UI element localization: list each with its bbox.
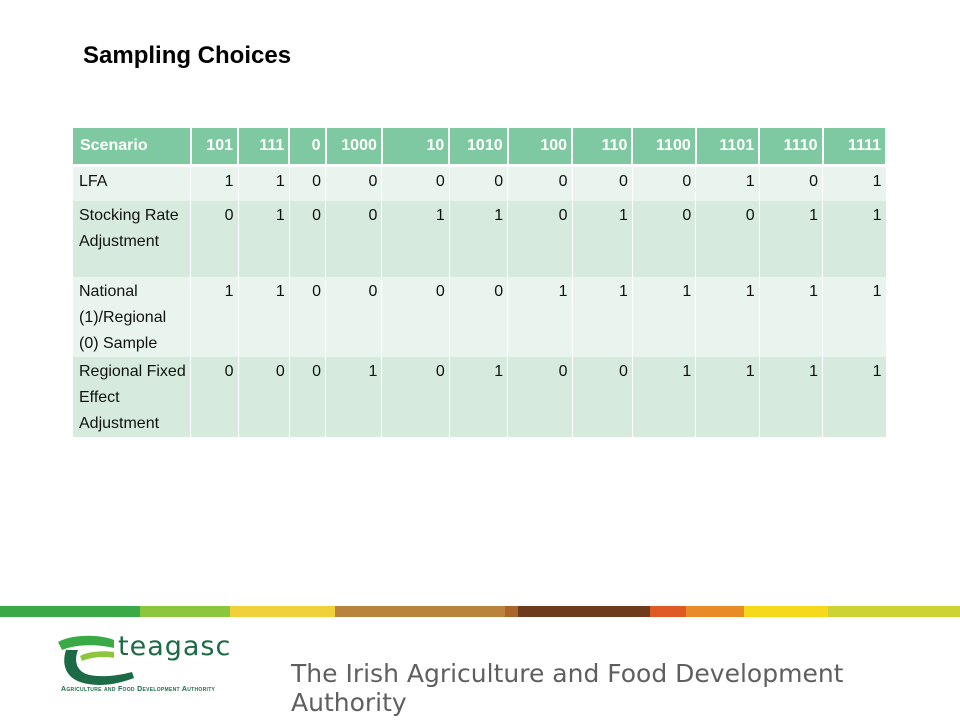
- column-header: 10: [381, 128, 451, 167]
- stripe-segment: [505, 606, 518, 617]
- table-cell: 1: [190, 277, 239, 357]
- table-cell: 0: [507, 357, 573, 437]
- table-cell: 1: [822, 277, 887, 357]
- table-cell: 1: [822, 201, 887, 277]
- table-row: LFA 1 1 0 0 0 0 0 0 0 1 0 1: [73, 165, 887, 201]
- stripe-segment: [230, 606, 335, 617]
- row-label-stocking-rate: Stocking Rate Adjustment: [73, 201, 192, 277]
- stripe-segment: [0, 606, 140, 617]
- table-cell: 0: [238, 357, 290, 437]
- stripe-segment: [335, 606, 505, 617]
- column-header: 1000: [325, 128, 383, 167]
- column-header: 111: [238, 128, 291, 167]
- table-cell: 0: [325, 201, 383, 277]
- column-header: 110: [572, 128, 634, 167]
- teagasc-logo-icon: [58, 635, 134, 685]
- column-header-scenario: Scenario: [73, 128, 192, 167]
- table-cell: 0: [507, 201, 573, 277]
- table-cell: 0: [190, 357, 239, 437]
- slide-title: Sampling Choices: [83, 42, 292, 69]
- table-cell: 0: [381, 277, 450, 357]
- sampling-choices-table: Scenario 101 111 0 1000 10 1010 100 110 …: [73, 128, 887, 437]
- stripe-segment: [140, 606, 230, 617]
- table-cell: 0: [325, 277, 383, 357]
- table-cell: 1: [238, 277, 290, 357]
- column-header: 101: [190, 128, 240, 167]
- table-row: Stocking Rate Adjustment 0 1 0 0 1 1 0 1…: [73, 201, 887, 277]
- table-cell: 0: [632, 201, 697, 277]
- table-cell: 0: [449, 277, 509, 357]
- stripe-segment: [744, 606, 828, 617]
- column-header: 0: [289, 128, 327, 167]
- table-cell: 0: [572, 165, 633, 201]
- logo-wordmark: teagasc: [118, 631, 232, 662]
- table-cell: 1: [572, 277, 633, 357]
- stripe-segment: [650, 606, 686, 617]
- table-cell: 0: [289, 165, 327, 201]
- table-cell: 0: [572, 357, 633, 437]
- table-cell: 1: [238, 165, 290, 201]
- table-cell: 0: [289, 201, 327, 277]
- table-cell: 1: [449, 201, 509, 277]
- column-header: 100: [507, 128, 574, 167]
- table-cell: 1: [572, 201, 633, 277]
- stripe-segment: [686, 606, 744, 617]
- table-row: Regional Fixed Effect Adjustment 0 0 0 1…: [73, 357, 887, 437]
- footer-tagline: The Irish Agriculture and Food Developme…: [291, 659, 844, 717]
- table-cell: 0: [190, 201, 239, 277]
- table-cell: 1: [507, 277, 573, 357]
- column-header: 1111: [822, 128, 887, 167]
- table-cell: 0: [381, 357, 450, 437]
- table-cell: 1: [632, 357, 697, 437]
- table-cell: 0: [507, 165, 573, 201]
- row-label-regional-fixed-effect: Regional Fixed Effect Adjustment: [73, 357, 192, 437]
- table-cell: 1: [238, 201, 290, 277]
- column-header: 1101: [695, 128, 761, 167]
- table-row: National (1)/Regional (0) Sample 1 1 0 0…: [73, 277, 887, 357]
- table-cell: 1: [759, 201, 824, 277]
- table-cell: 1: [822, 357, 887, 437]
- table-cell: 0: [289, 277, 327, 357]
- logo-subtitle: Agriculture and Food Development Authori…: [61, 686, 216, 693]
- row-label-lfa: LFA: [73, 165, 192, 201]
- stripe-segment: [828, 606, 960, 617]
- table-cell: 0: [695, 201, 760, 277]
- table-cell: 1: [325, 357, 383, 437]
- column-header: 1010: [449, 128, 509, 167]
- table-cell: 0: [325, 165, 383, 201]
- table-cell: 1: [695, 357, 760, 437]
- table-cell: 1: [822, 165, 887, 201]
- column-header: 1110: [759, 128, 824, 167]
- table-cell: 1: [695, 277, 760, 357]
- footer-color-stripe: [0, 606, 960, 617]
- row-label-national-regional: National (1)/Regional (0) Sample: [73, 277, 192, 357]
- table-cell: 0: [381, 165, 450, 201]
- table-cell: 0: [759, 165, 824, 201]
- column-header: 1100: [632, 128, 697, 167]
- table-cell: 1: [449, 357, 509, 437]
- table-cell: 1: [190, 165, 239, 201]
- table-cell: 1: [695, 165, 760, 201]
- table-cell: 1: [632, 277, 697, 357]
- table-header-row: Scenario 101 111 0 1000 10 1010 100 110 …: [73, 128, 887, 167]
- table-cell: 1: [759, 357, 824, 437]
- table-cell: 1: [381, 201, 450, 277]
- table-cell: 0: [289, 357, 327, 437]
- table-cell: 1: [759, 277, 824, 357]
- table-cell: 0: [632, 165, 697, 201]
- table-cell: 0: [449, 165, 509, 201]
- stripe-segment: [518, 606, 650, 617]
